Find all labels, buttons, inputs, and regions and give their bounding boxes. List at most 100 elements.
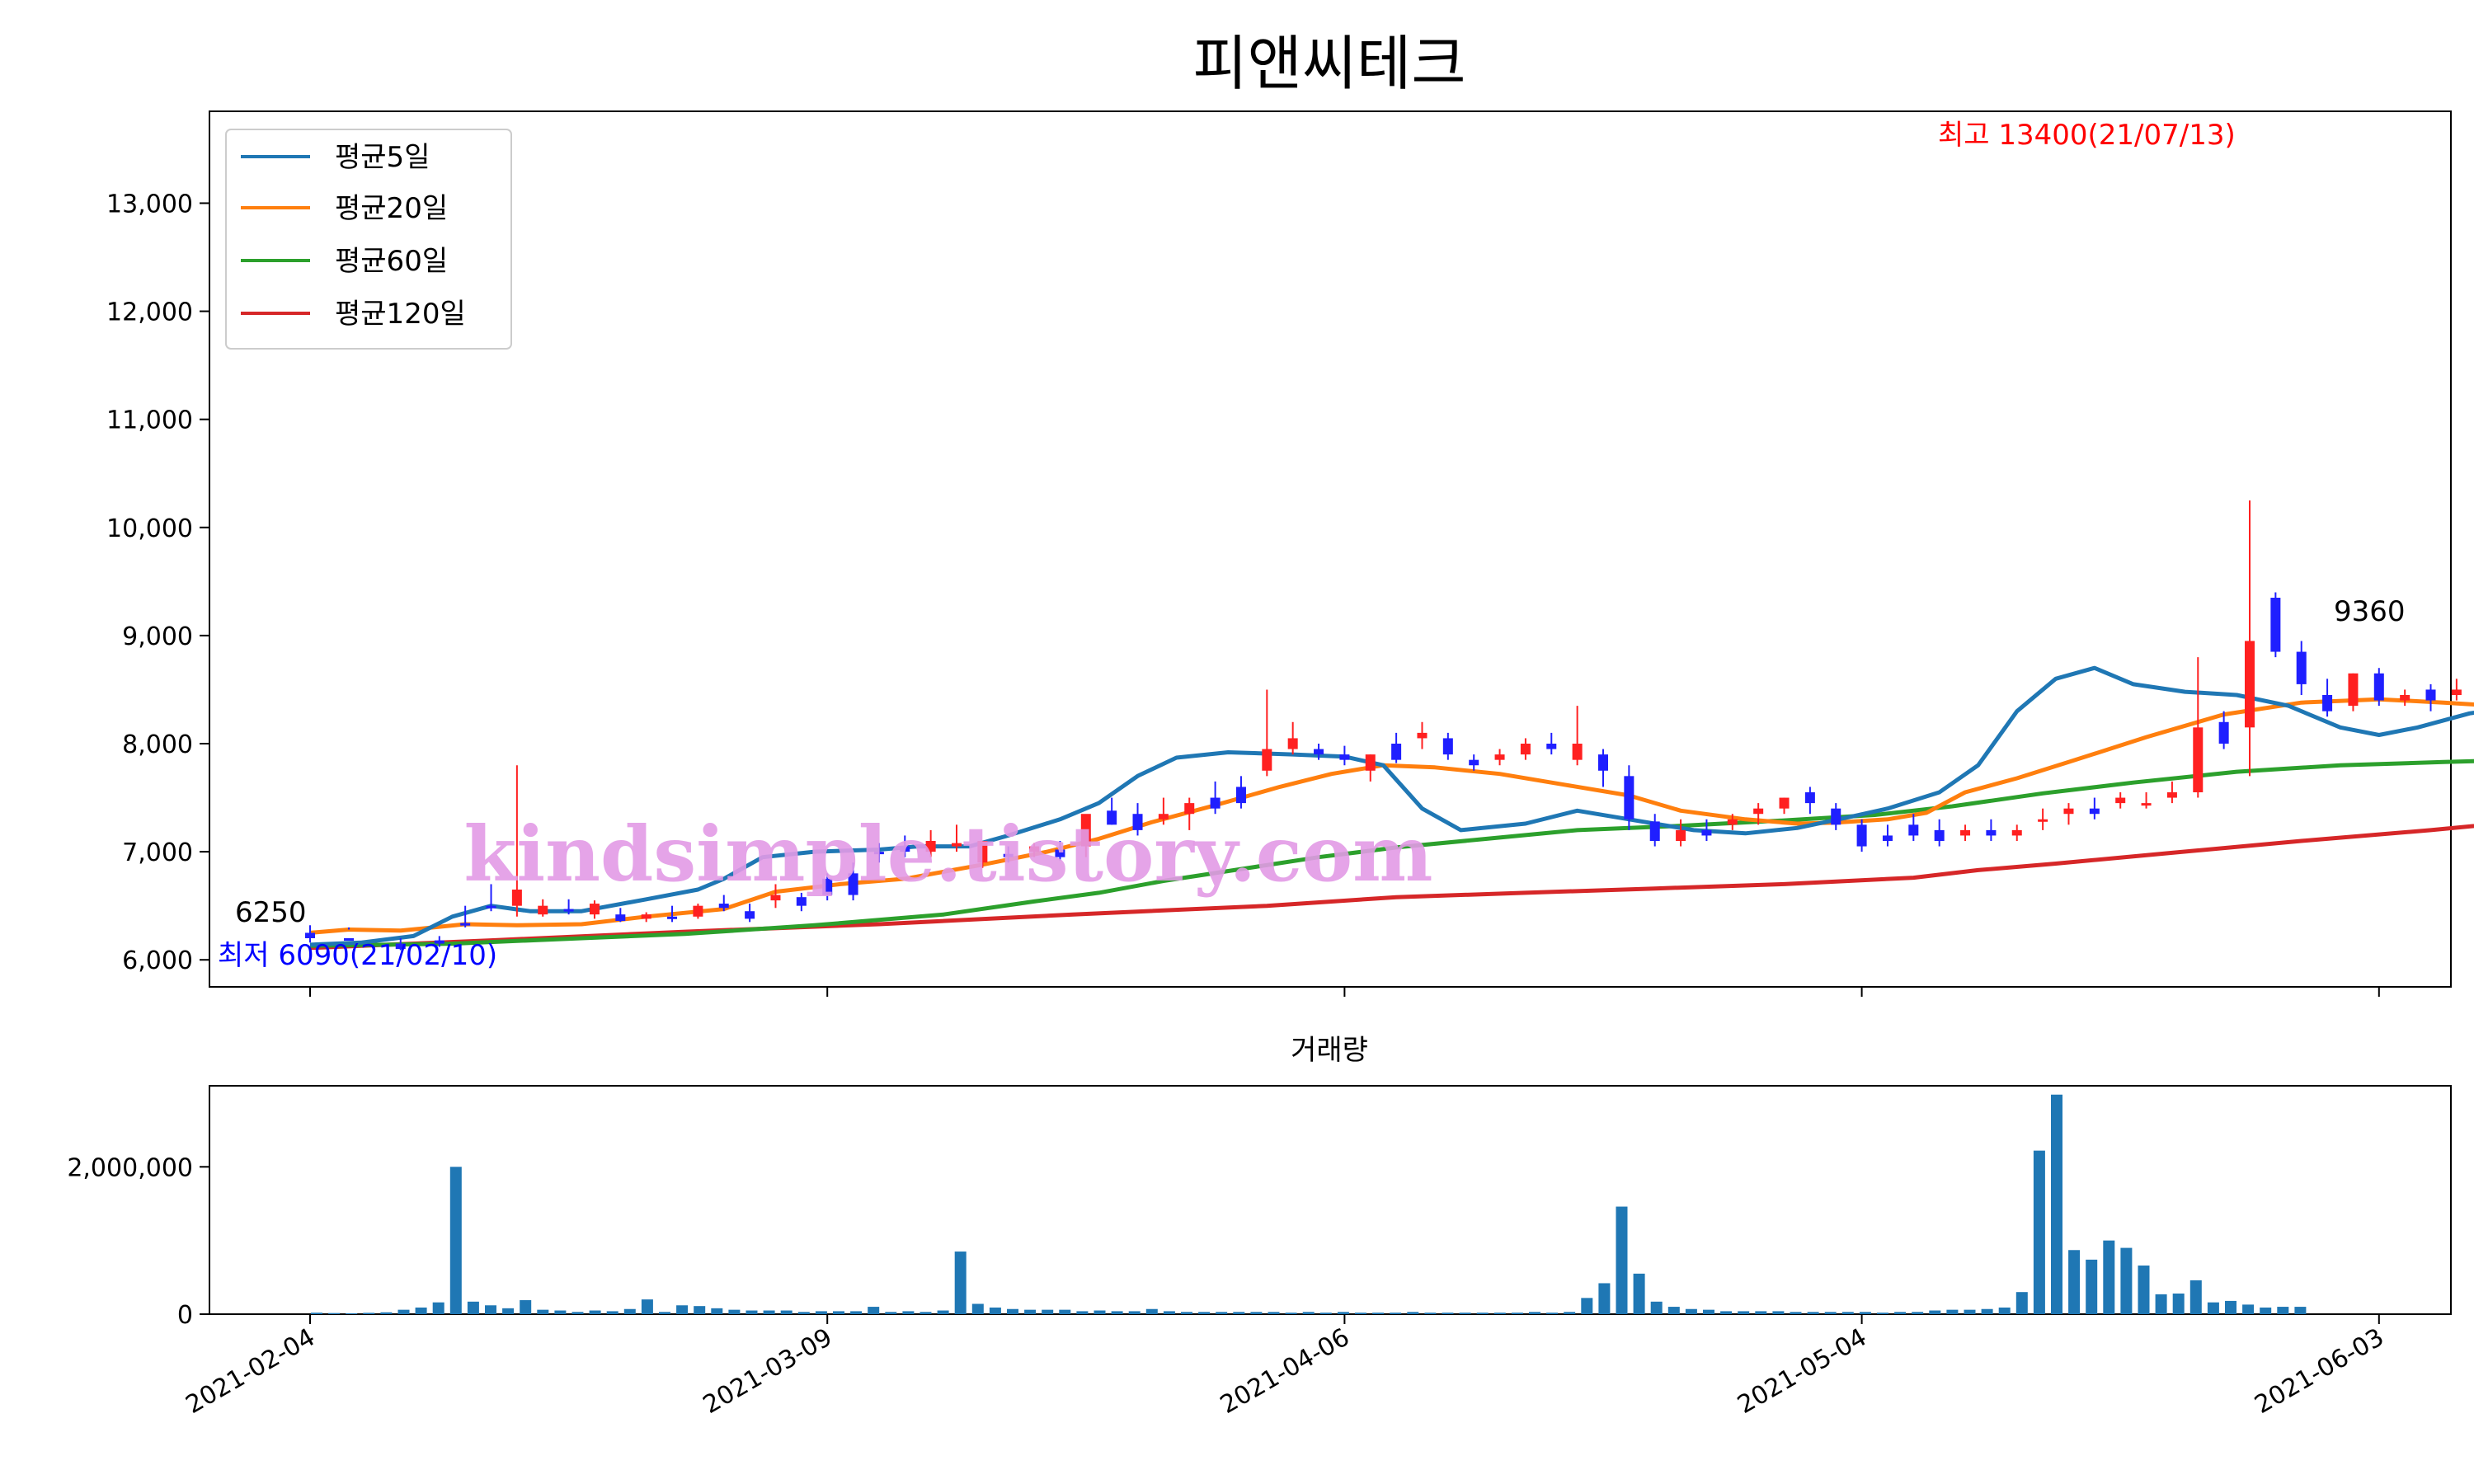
candle-down-body [1391,744,1402,760]
volume-bar [1007,1308,1018,1314]
volume-bar [380,1312,393,1314]
candle-down-body [563,909,574,912]
date-tick-label: 2021-03-09 [698,1323,837,1420]
candle-up-body [693,905,703,917]
low-annotation: 최저 6090(21/02/10) [218,939,497,972]
candle-down-body [848,873,858,895]
volume-bar [1824,1312,1837,1314]
candle-down-body [1003,853,1014,857]
volume-bar [1424,1313,1437,1314]
volume-bar [2225,1300,2236,1314]
volume-bar [449,1167,462,1314]
candle-down-body [667,916,678,919]
candle-up-body [1365,754,1376,771]
candle-up-body [977,841,988,863]
volume-bar [676,1305,689,1314]
volume-bar [1720,1311,1733,1314]
candle-down-body [1132,814,1143,830]
volume-bar [797,1312,810,1314]
volume-bar [589,1310,601,1314]
date-tick-label: 2021-02-04 [181,1323,320,1420]
volume-bar [1459,1313,1471,1314]
legend-box [225,129,512,350]
candle-up-body [2348,673,2359,707]
volume-x-axis: 2021-02-04 2021-03-09 2021-04-06 2021-05-04… [181,1314,2389,1420]
candle-up-body [1676,829,1686,841]
volume-bar [937,1310,949,1314]
candle-down-body [822,878,833,895]
volume-bar [1738,1311,1750,1314]
candle-up-body [2245,641,2255,728]
volume-bar [1442,1313,1454,1314]
volume-bar [902,1311,915,1314]
candle-up-body [1080,814,1091,847]
ma5-line [309,665,2474,947]
volume-bar [1772,1311,1785,1314]
candle-up-body [641,914,651,919]
volume-title: 거래량 [1291,1034,1368,1067]
ma120-line [309,824,2474,951]
date-tick-label: 2021-06-03 [2250,1323,2388,1420]
volume-bar [711,1308,723,1314]
candle-down-body [1546,744,1557,749]
volume-bar [2120,1247,2133,1314]
candle-up-body [1494,754,1505,760]
volume-bars [311,1094,2307,1314]
candle-up-body [511,890,522,906]
first-price-label: 6250 [235,896,307,929]
volume-bar [920,1312,932,1314]
volume-bar [850,1311,863,1314]
candle-up-body [1158,814,1169,819]
candle-down-body [1649,821,1660,841]
volume-bar [363,1313,375,1314]
volume-bar [1598,1283,1611,1314]
volume-bar [1059,1309,1071,1314]
candle-up-body [2011,829,2022,836]
volume-bar [1981,1308,1993,1314]
price-x-axis [309,987,2380,997]
volume-bar [1024,1309,1037,1314]
volume-bar [833,1311,844,1314]
volume-bar [2242,1304,2255,1314]
volume-bar [1094,1310,1106,1314]
candle-up-body [2038,819,2048,822]
volume-bar [1946,1309,1959,1314]
volume-bar [1755,1311,1767,1314]
volume-bar [1216,1312,1228,1314]
volume-bar [2033,1150,2045,1314]
volume-bar [346,1313,358,1314]
volume-bar [1476,1313,1489,1314]
volume-bar [1233,1312,1245,1314]
candle-down-body [1235,787,1246,804]
candle-up-body [770,895,781,901]
volume-bar [1929,1310,1941,1314]
price-y-tick-label: 12,000 [106,298,193,327]
candle-up-body [2451,689,2462,695]
candle-down-body [2322,695,2333,711]
candle-down-body [395,943,406,950]
price-y-tick-label: 8,000 [122,730,193,759]
candle-down-body [1856,824,1867,847]
last-price-label: 9360 [2334,595,2406,628]
volume-bar [485,1305,496,1314]
volume-bar [1998,1307,2011,1314]
volume-bar [1841,1312,1854,1314]
volume-bar [1337,1312,1349,1314]
volume-bar [659,1312,670,1314]
candle-down-body [2373,673,2384,701]
candle-down-body [615,914,626,922]
candle-down-body [1908,824,1919,836]
volume-bar [1268,1312,1280,1314]
candle-up-body [2193,727,2204,792]
volume-bar [1042,1309,1054,1314]
volume-bar [1163,1311,1175,1314]
volume-bar [1964,1309,1976,1314]
candle-down-body [2296,651,2307,684]
volume-bar [2294,1307,2307,1314]
candle-up-body [2141,803,2152,806]
candle-down-body [1701,829,1712,836]
volume-bar [415,1307,427,1314]
date-tick-label: 2021-05-04 [1733,1323,1871,1420]
volume-bar [954,1252,967,1314]
